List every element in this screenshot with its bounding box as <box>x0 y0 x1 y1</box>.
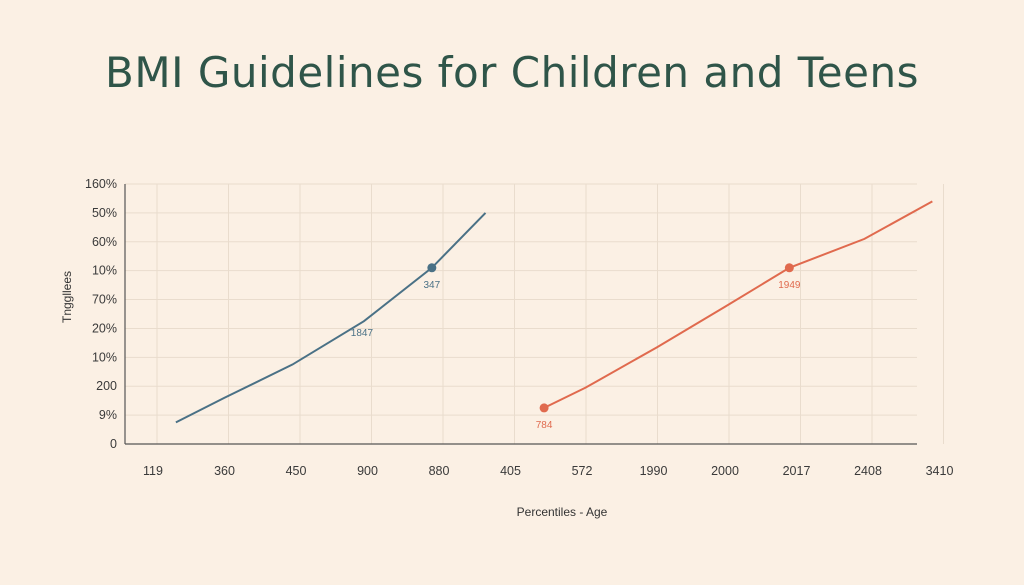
y-axis-label: Tnggllees <box>60 271 74 323</box>
y-tick-label: 200 <box>96 379 117 393</box>
y-tick-label: 9% <box>99 408 117 422</box>
x-tick-label: 1990 <box>640 464 668 478</box>
y-tick-label: 10% <box>92 350 117 364</box>
x-tick-label: 450 <box>286 464 307 478</box>
x-tick-labels: 119 360 450 900 880 405 572 1990 2000 2017 2408 341… <box>143 464 953 478</box>
x-tick-label: 2000 <box>711 464 739 478</box>
y-tick-label: 0 <box>110 437 117 451</box>
point-label: 784 <box>536 420 553 431</box>
chart-title: BMI Guidelines for Children and Teens <box>105 48 919 97</box>
series-point <box>539 403 549 413</box>
chart-series: 347 1847 784 1949 <box>175 200 933 431</box>
x-tick-label: 2408 <box>854 464 882 478</box>
chart-grid <box>125 183 944 445</box>
y-tick-label: 60% <box>92 235 117 249</box>
y-tick-label: 70% <box>92 293 117 307</box>
x-tick-label: 880 <box>429 464 450 478</box>
x-tick-label: 900 <box>357 464 378 478</box>
x-tick-label: 2017 <box>783 464 811 478</box>
y-tick-label: 50% <box>92 206 117 220</box>
point-label: 1847 <box>351 328 374 339</box>
series-line <box>543 200 933 409</box>
y-tick-label: 160% <box>85 177 117 191</box>
series-point <box>427 263 437 273</box>
y-tick-labels: 0 9% 200 10% 20% 70% 10% 60% 50% 160% <box>85 177 117 451</box>
point-label: 1949 <box>778 280 801 291</box>
y-tick-label: 20% <box>92 321 117 335</box>
x-tick-label: 360 <box>214 464 235 478</box>
x-tick-label: 405 <box>500 464 521 478</box>
y-tick-label: 10% <box>92 264 117 278</box>
x-tick-label: 3410 <box>926 464 954 478</box>
x-tick-label: 119 <box>143 464 163 478</box>
x-tick-label: 572 <box>572 464 593 478</box>
point-label: 347 <box>424 280 441 291</box>
chart-axes <box>124 184 917 445</box>
series-line <box>175 212 487 424</box>
x-axis-label: Percentiles - Age <box>517 505 608 519</box>
series-point <box>784 263 794 273</box>
